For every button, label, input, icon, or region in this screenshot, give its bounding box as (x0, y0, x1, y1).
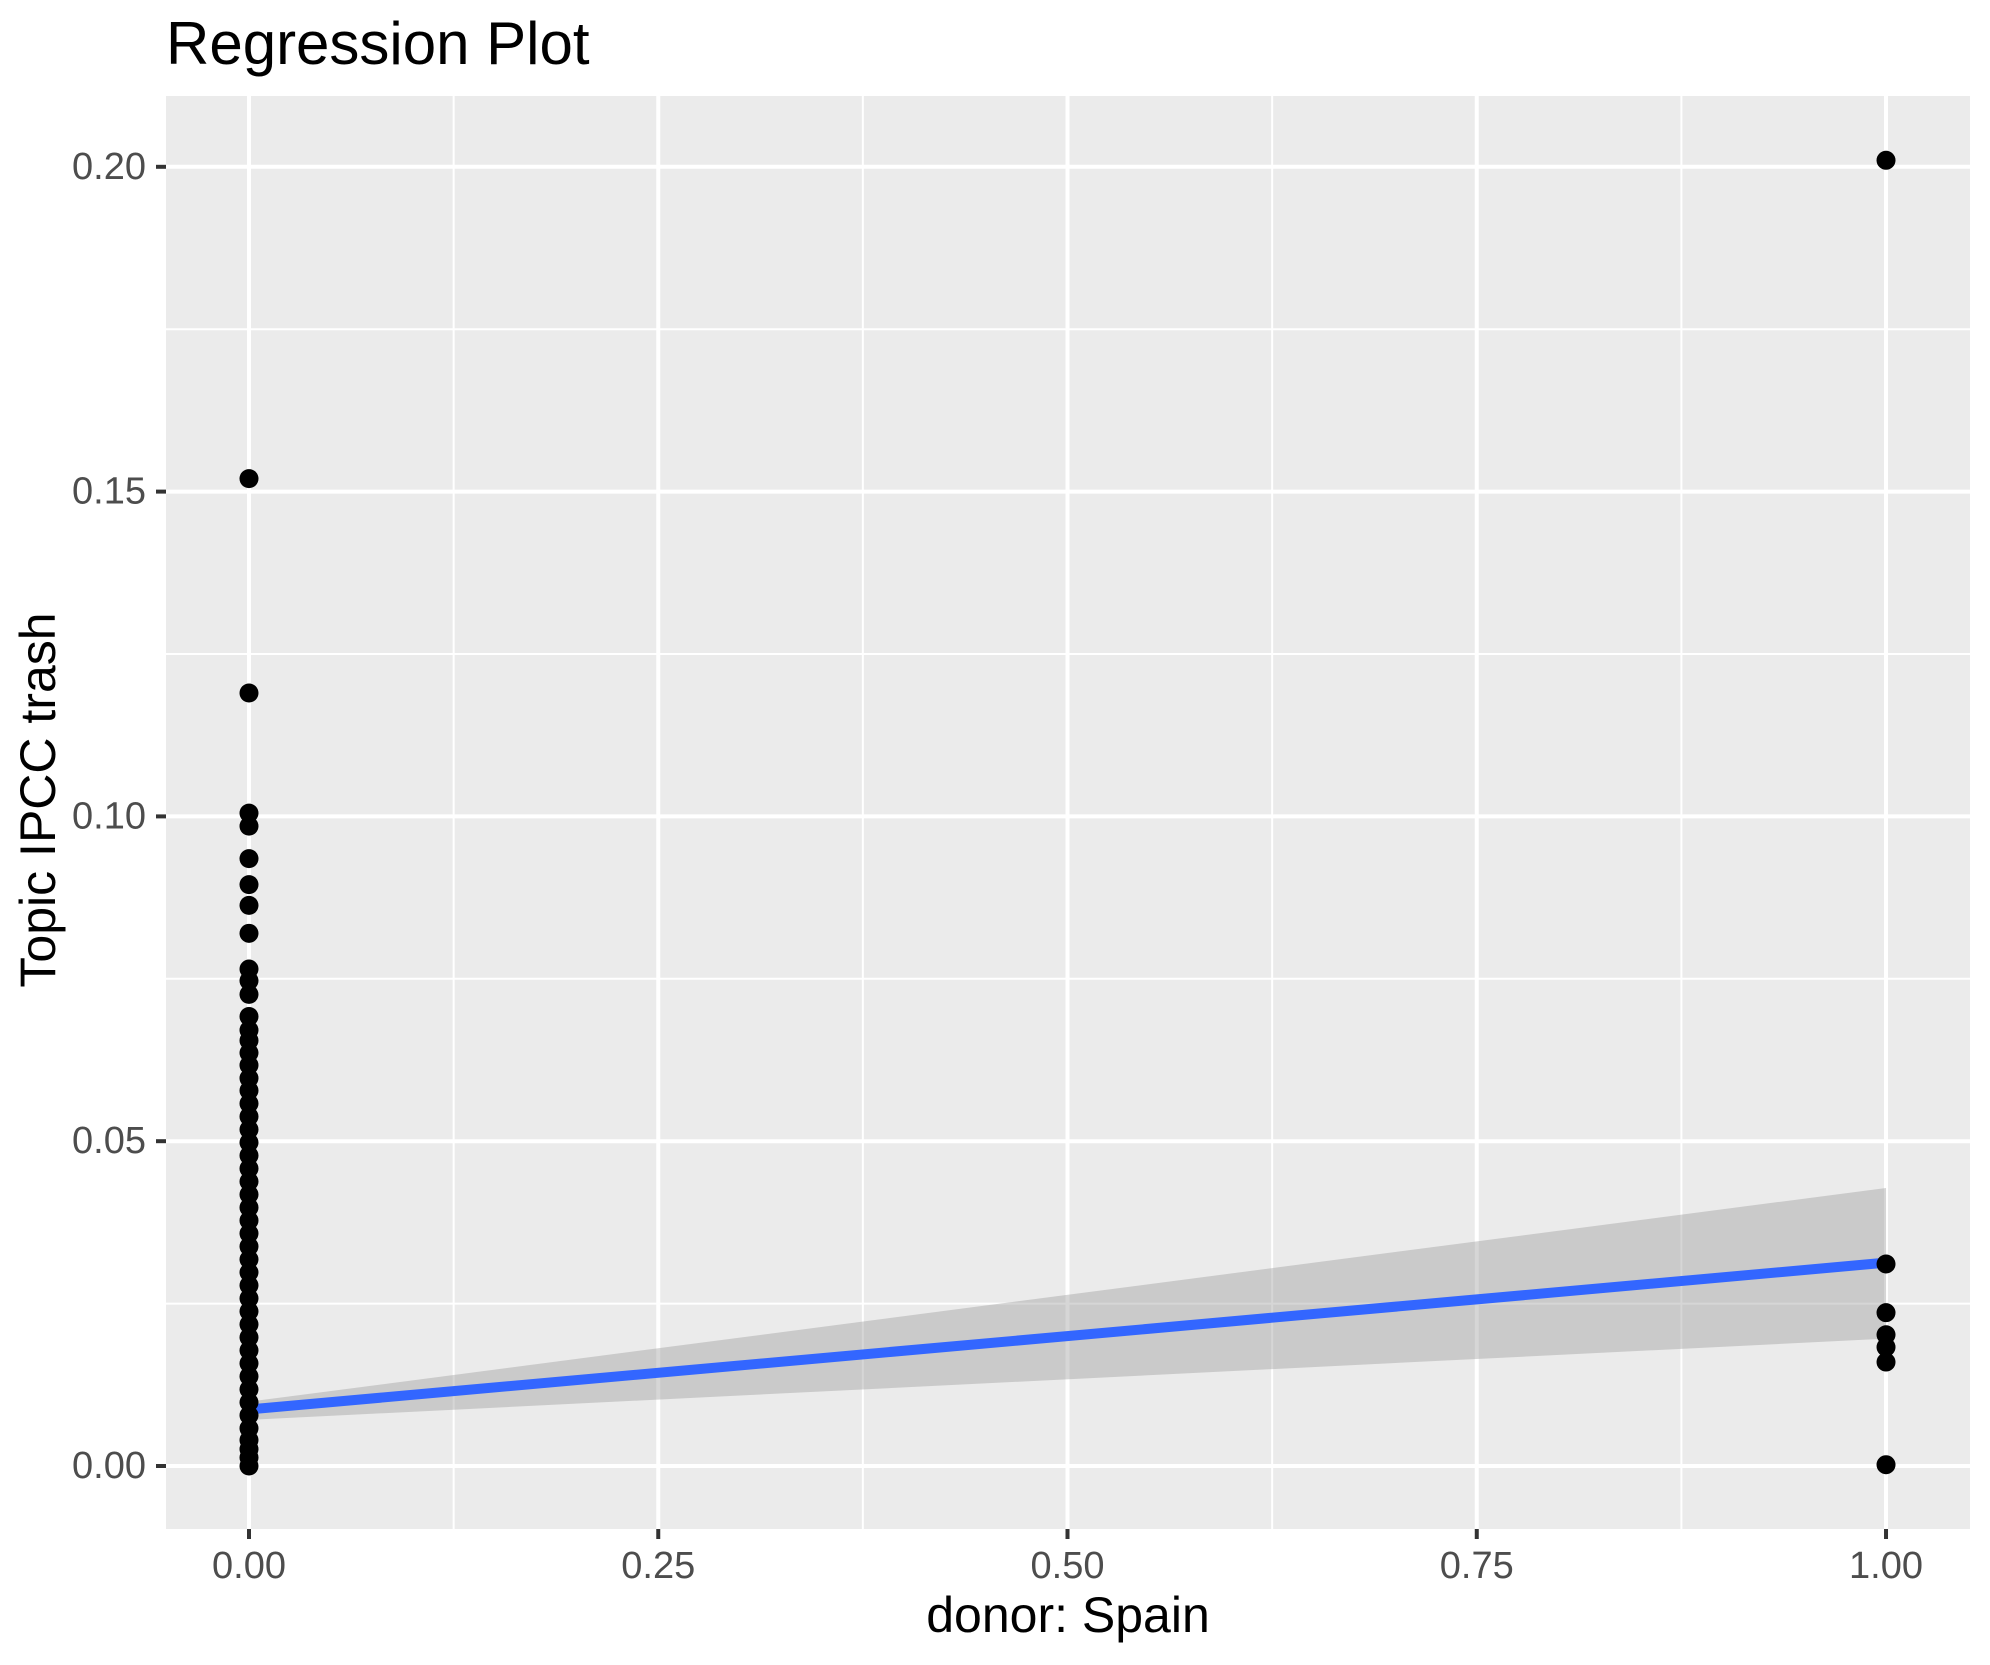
scatter-point (239, 1006, 259, 1026)
scatter-point (1876, 150, 1896, 170)
x-tick-label: 0.25 (621, 1545, 695, 1587)
scatter-point (239, 1055, 259, 1075)
confidence-band (248, 1187, 1887, 1420)
y-tick-label: 0.10 (72, 795, 146, 837)
x-tick-label: 1.00 (1849, 1545, 1923, 1587)
scatter-point (239, 683, 259, 703)
y-tick-label: 0.05 (72, 1120, 146, 1162)
scatter-point (239, 984, 259, 1004)
scatter-point (239, 1094, 259, 1114)
scatter-point (239, 1314, 259, 1334)
scatter-point (239, 971, 259, 991)
scatter-point (1876, 1337, 1896, 1357)
plot-title: Regression Plot (166, 10, 590, 77)
scatter-point (1876, 1352, 1896, 1372)
scatter-point (239, 1120, 259, 1140)
scatter-point (239, 1197, 259, 1217)
scatter-point (239, 1223, 259, 1243)
scatter-point (239, 1379, 259, 1399)
scatter-point (239, 816, 259, 836)
scatter-point (239, 1262, 259, 1282)
scatter-point (239, 1456, 259, 1476)
scatter-point (239, 1340, 259, 1360)
scatter-point (239, 1081, 259, 1101)
scatter-point (239, 1171, 259, 1191)
scatter-point (239, 923, 259, 943)
scatter-point (239, 1301, 259, 1321)
x-tick-label: 0.75 (1440, 1545, 1514, 1587)
scatter-point (239, 849, 259, 869)
scatter-point (239, 1327, 259, 1347)
scatter-point (1876, 1455, 1896, 1475)
scatter-point (239, 1184, 259, 1204)
scatter-point (239, 1132, 259, 1152)
x-tick-label: 0.50 (1031, 1545, 1105, 1587)
scatter-point (239, 1288, 259, 1308)
scatter-point (239, 1236, 259, 1256)
scatter-point (1876, 1254, 1896, 1274)
scatter-point (239, 469, 259, 489)
y-tick-label: 0.00 (72, 1445, 146, 1487)
scatter-point (239, 1107, 259, 1127)
scatter-point (239, 1145, 259, 1165)
scatter-point (239, 803, 259, 823)
y-tick-label: 0.20 (72, 146, 146, 188)
scatter-point (239, 1392, 259, 1412)
regression-line (248, 1257, 1887, 1415)
scatter-point (239, 875, 259, 895)
y-tick-label: 0.15 (72, 471, 146, 513)
x-tick-label: 0.00 (212, 1545, 286, 1587)
scatter-point (239, 1366, 259, 1386)
scatter-point (1876, 1303, 1896, 1323)
scatter-point (239, 1158, 259, 1178)
scatter-point (239, 1275, 259, 1295)
scatter-point (239, 1249, 259, 1269)
scatter-point (239, 1405, 259, 1425)
x-axis-title: donor: Spain (926, 1587, 1210, 1643)
scatter-point (239, 1353, 259, 1373)
scatter-point (239, 1210, 259, 1230)
scatter-point (239, 895, 259, 915)
